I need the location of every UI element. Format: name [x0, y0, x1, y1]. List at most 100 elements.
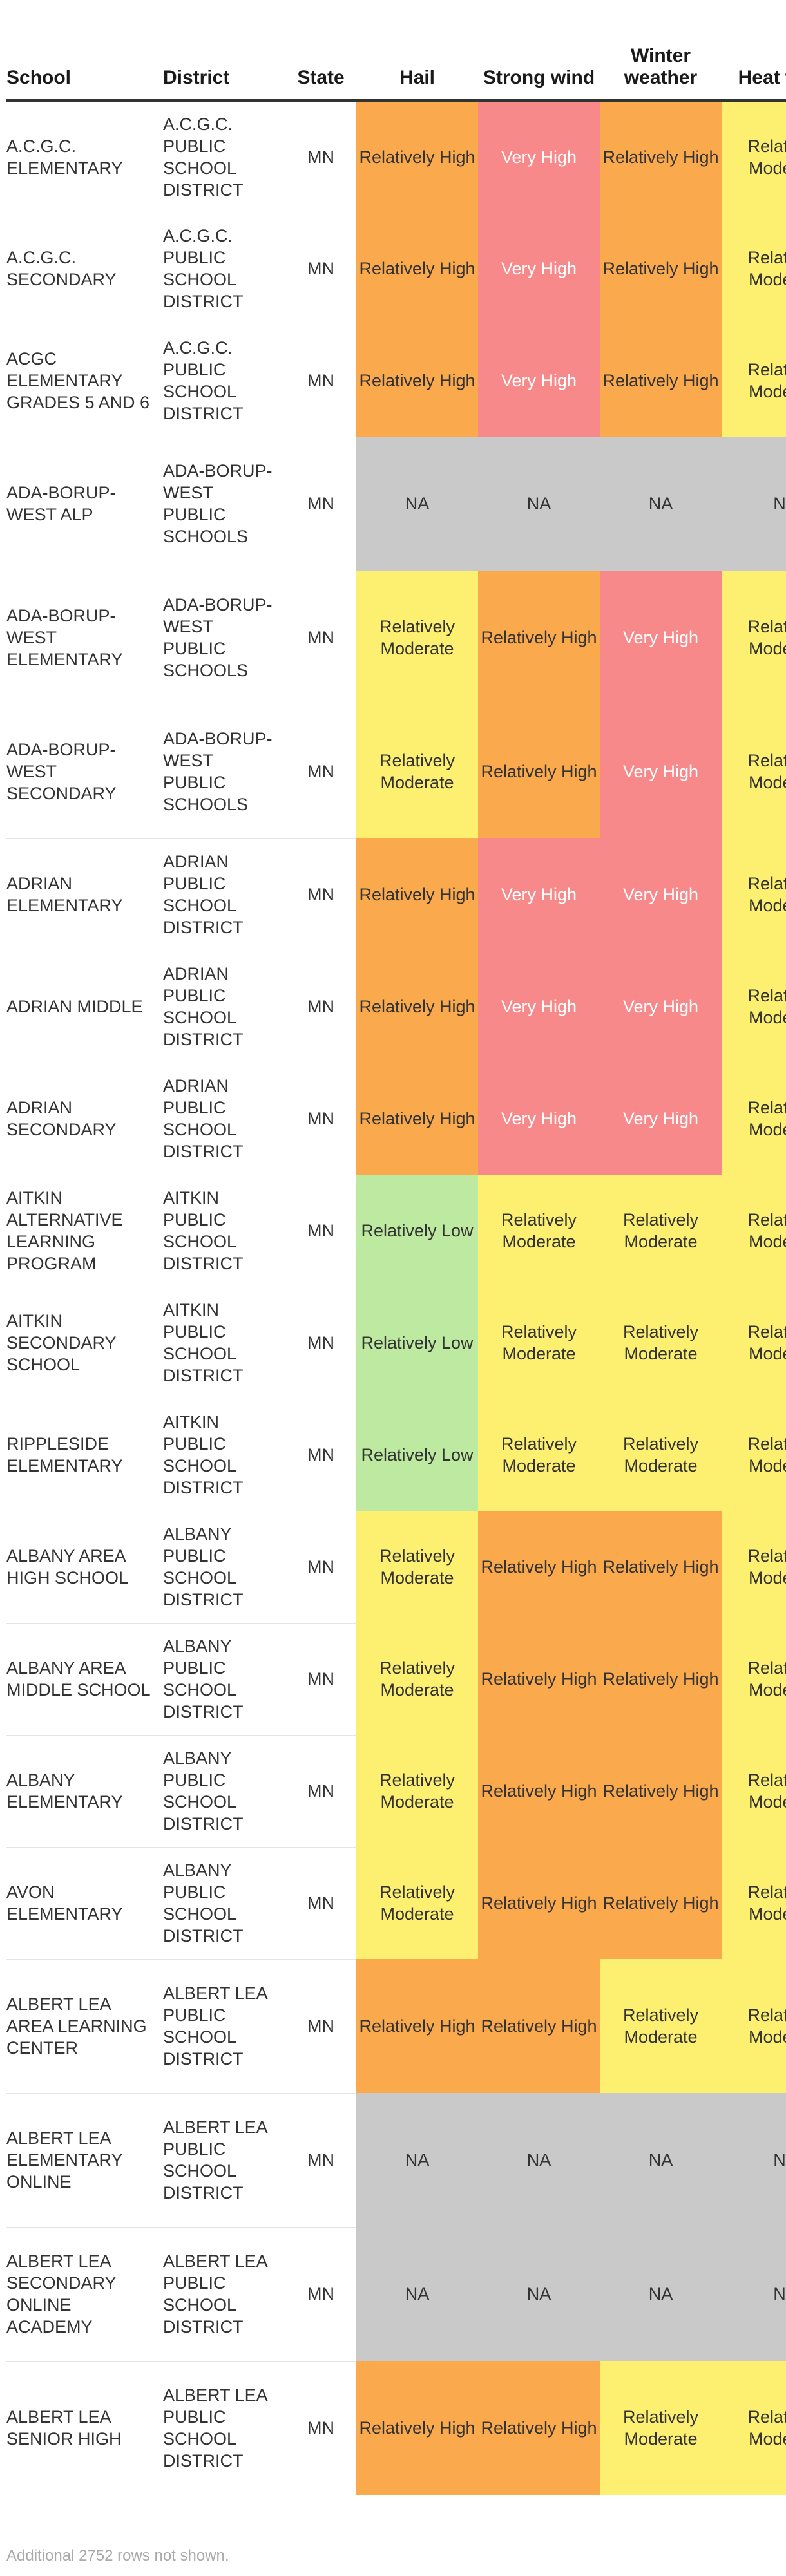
district-name-cell: A.C.G.C. PUBLIC SCHOOL DISTRICT [163, 325, 285, 437]
state-cell: MN [285, 1735, 356, 1848]
winter-weather-risk-cell: NA [600, 437, 722, 571]
table-row: ALBERT LEA AREA LEARNING CENTER ALBERT LE… [6, 1959, 786, 2094]
state-cell: MN [285, 1063, 356, 1175]
school-name-cell: ALBERT LEA ELEMENTARY ONLINE [6, 2093, 163, 2228]
hail-risk-cell: Relatively Low [356, 1175, 478, 1287]
heat-wave-risk-cell: Relatively Moderate [722, 705, 786, 838]
school-name-cell: ADA-BORUP-WEST ELEMENTARY [6, 571, 163, 705]
winter-weather-risk-cell: Very High [600, 1063, 722, 1175]
winter-weather-risk-cell: Relatively High [600, 325, 722, 437]
hail-risk-cell: NA [356, 2227, 478, 2361]
heat-wave-risk-cell: Relatively Moderate [722, 100, 786, 213]
district-name-cell: AITKIN PUBLIC SCHOOL DISTRICT [163, 1175, 285, 1287]
table-row: ALBERT LEA SENIOR HIGH ALBERT LEA PUBLIC … [6, 2361, 786, 2496]
hail-risk-cell: Relatively High [356, 1063, 478, 1175]
strong-wind-risk-cell: Relatively Moderate [478, 1287, 600, 1399]
strong-wind-risk-cell: Relatively High [478, 1511, 600, 1623]
strong-wind-risk-cell: Very High [478, 838, 600, 951]
column-header-state[interactable]: State [285, 24, 356, 102]
heat-wave-risk-cell: NA [722, 2227, 786, 2361]
state-cell: MN [285, 1623, 356, 1736]
column-header-winter-weather[interactable]: Winter weather [600, 24, 722, 102]
table-row: ALBANY ELEMENTARY ALBANY PUBLIC SCHOOL DI… [6, 1735, 786, 1848]
heat-wave-risk-cell: Relatively Moderate [722, 1735, 786, 1847]
strong-wind-risk-cell: NA [478, 2227, 600, 2361]
winter-weather-risk-cell: NA [600, 2093, 722, 2227]
strong-wind-risk-cell: Very High [478, 213, 600, 325]
winter-weather-risk-cell: Relatively Moderate [600, 1399, 722, 1511]
district-name-cell: ALBANY PUBLIC SCHOOL DISTRICT [163, 1623, 285, 1736]
table-row: ALBERT LEA ELEMENTARY ONLINE ALBERT LEA P… [6, 2093, 786, 2228]
table-row: AITKIN SECONDARY SCHOOL AITKIN PUBLIC SCH… [6, 1287, 786, 1399]
column-header-hail[interactable]: Hail [356, 24, 478, 102]
table-row: ADA-BORUP-WEST SECONDARY ADA-BORUP-WEST P… [6, 705, 786, 839]
table-row: ADRIAN SECONDARY ADRIAN PUBLIC SCHOOL DIS… [6, 1063, 786, 1175]
heat-wave-risk-cell: Relatively Moderate [722, 1399, 786, 1511]
district-name-cell: ADRIAN PUBLIC SCHOOL DISTRICT [163, 951, 285, 1063]
strong-wind-risk-cell: Relatively High [478, 1847, 600, 1959]
district-name-cell: ALBANY PUBLIC SCHOOL DISTRICT [163, 1511, 285, 1624]
school-name-cell: ACGC ELEMENTARY GRADES 5 AND 6 [6, 325, 163, 437]
district-name-cell: ALBANY PUBLIC SCHOOL DISTRICT [163, 1735, 285, 1848]
winter-weather-risk-cell: Very High [600, 951, 722, 1063]
column-header-school[interactable]: School [6, 24, 163, 102]
school-name-cell: ADRIAN ELEMENTARY [6, 838, 163, 951]
state-cell: MN [285, 1511, 356, 1624]
hail-risk-cell: Relatively Moderate [356, 1623, 478, 1735]
winter-weather-risk-cell: Relatively Moderate [600, 1959, 722, 2093]
winter-weather-risk-cell: Very High [600, 838, 722, 951]
table-row: ALBERT LEA SECONDARY ONLINE ACADEMY ALBER… [6, 2227, 786, 2362]
winter-weather-risk-cell: Very High [600, 571, 722, 705]
column-header-district[interactable]: District [163, 24, 285, 102]
strong-wind-risk-cell: Very High [478, 1063, 600, 1175]
winter-weather-risk-cell: Relatively High [600, 1847, 722, 1959]
winter-weather-risk-cell: Relatively Moderate [600, 1287, 722, 1399]
hail-risk-cell: Relatively Moderate [356, 571, 478, 705]
hail-risk-cell: Relatively High [356, 213, 478, 325]
strong-wind-risk-cell: Very High [478, 325, 600, 437]
district-name-cell: A.C.G.C. PUBLIC SCHOOL DISTRICT [163, 100, 285, 213]
state-cell: MN [285, 571, 356, 705]
state-cell: MN [285, 2093, 356, 2228]
district-name-cell: ADA-BORUP-WEST PUBLIC SCHOOLS [163, 571, 285, 705]
school-name-cell: AITKIN SECONDARY SCHOOL [6, 1287, 163, 1399]
state-cell: MN [285, 2227, 356, 2362]
table-row: ALBANY AREA HIGH SCHOOL ALBANY PUBLIC SCH… [6, 1511, 786, 1624]
school-name-cell: ADRIAN SECONDARY [6, 1063, 163, 1175]
school-name-cell: AVON ELEMENTARY [6, 1847, 163, 1960]
table-row: A.C.G.C. ELEMENTARY A.C.G.C. PUBLIC SCHOO… [6, 100, 786, 213]
heat-wave-risk-cell: NA [722, 2093, 786, 2227]
state-cell: MN [285, 325, 356, 437]
school-name-cell: ALBERT LEA SENIOR HIGH [6, 2361, 163, 2496]
heat-wave-risk-cell: Relatively Moderate [722, 1959, 786, 2093]
hail-risk-cell: Relatively Moderate [356, 705, 478, 838]
school-name-cell: AITKIN ALTERNATIVE LEARNING PROGRAM [6, 1175, 163, 1287]
heat-wave-risk-cell: Relatively Moderate [722, 571, 786, 705]
heat-wave-risk-cell: Relatively Moderate [722, 1623, 786, 1735]
heat-wave-risk-cell: Relatively Moderate [722, 1847, 786, 1959]
strong-wind-risk-cell: Relatively High [478, 1959, 600, 2093]
winter-weather-risk-cell: Relatively High [600, 1511, 722, 1623]
school-name-cell: A.C.G.C. ELEMENTARY [6, 100, 163, 213]
school-name-cell: ALBERT LEA AREA LEARNING CENTER [6, 1959, 163, 2094]
strong-wind-risk-cell: Very High [478, 100, 600, 213]
winter-weather-risk-cell: Relatively High [600, 100, 722, 213]
district-name-cell: ADRIAN PUBLIC SCHOOL DISTRICT [163, 838, 285, 951]
heat-wave-risk-cell: Relatively Moderate [722, 951, 786, 1063]
table-header: School District State Hail Strong wind W… [6, 24, 786, 102]
strong-wind-risk-cell: NA [478, 437, 600, 571]
district-name-cell: ALBANY PUBLIC SCHOOL DISTRICT [163, 1847, 285, 1960]
hail-risk-cell: Relatively Moderate [356, 1847, 478, 1959]
hail-risk-cell: NA [356, 2093, 478, 2227]
column-header-heat-wave[interactable]: Heat wave [722, 24, 786, 102]
strong-wind-risk-cell: Relatively High [478, 2361, 600, 2495]
hail-risk-cell: Relatively High [356, 2361, 478, 2495]
district-name-cell: ALBERT LEA PUBLIC SCHOOL DISTRICT [163, 2361, 285, 2496]
table-row: AITKIN ALTERNATIVE LEARNING PROGRAM AITKI… [6, 1175, 786, 1287]
district-name-cell: ADA-BORUP-WEST PUBLIC SCHOOLS [163, 705, 285, 839]
column-header-strong-wind[interactable]: Strong wind [478, 24, 600, 102]
table-row: ADRIAN ELEMENTARY ADRIAN PUBLIC SCHOOL DI… [6, 838, 786, 951]
strong-wind-risk-cell: Very High [478, 951, 600, 1063]
heat-wave-risk-cell: Relatively Moderate [722, 213, 786, 325]
state-cell: MN [285, 951, 356, 1063]
